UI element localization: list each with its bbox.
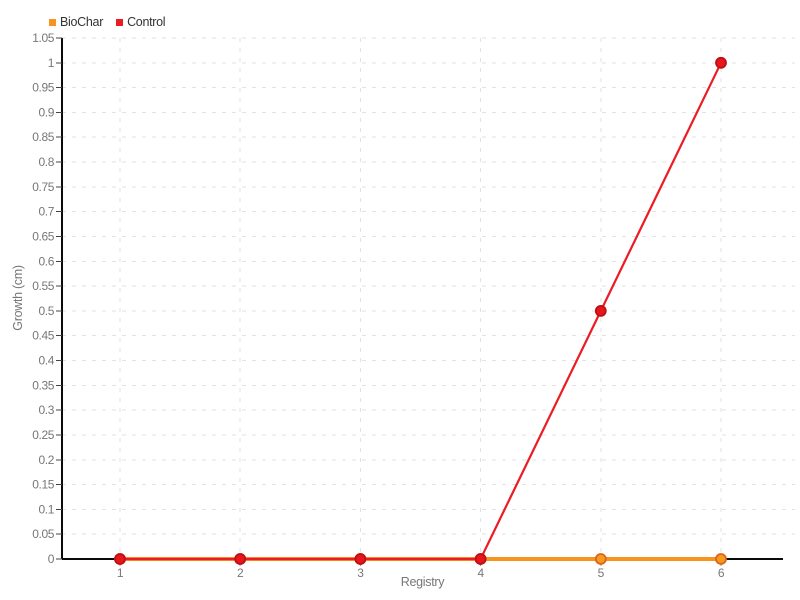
y-tick-label: 0.65 [32, 229, 54, 243]
y-axis-title: Growth (cm) [11, 265, 25, 331]
data-point-control-1 [114, 553, 126, 565]
series-line-control [118, 61, 723, 561]
y-tick-label: 0.05 [32, 527, 54, 541]
y-tick-label: 0.5 [39, 304, 55, 318]
legend: BioChar Control [49, 15, 166, 29]
data-point-control-6 [715, 56, 727, 69]
y-tick-label: 0.15 [32, 478, 54, 492]
y-tick-label: 0.25 [32, 428, 54, 442]
y-tick-label: 0.3 [39, 403, 55, 417]
data-point-control-2 [234, 553, 247, 565]
y-tick-label: 0.6 [39, 254, 55, 268]
y-tick-label: 1.05 [32, 31, 54, 45]
y-tick-label: 1 [48, 56, 55, 70]
data-point-control-3 [354, 553, 367, 565]
y-tick-label: 0.2 [39, 453, 55, 467]
legend-item-control[interactable]: Control [116, 15, 166, 29]
data-point-control-4 [474, 553, 487, 565]
y-tick-label: 0.55 [32, 279, 54, 293]
data-point-control-5 [594, 304, 607, 317]
y-tick-label: 0.75 [32, 180, 54, 194]
y-tick-label: 0.45 [32, 329, 54, 343]
y-tick-label: 0.35 [32, 378, 54, 392]
x-tick-label: 4 [477, 566, 484, 580]
y-tick-label: 0.4 [39, 354, 55, 368]
x-axis-title: Registry [401, 575, 445, 589]
x-tick-label: 1 [117, 566, 124, 580]
legend-label: BioChar [60, 15, 104, 29]
y-tick-label: 0.7 [39, 205, 55, 219]
y-tick-label: 0.8 [39, 155, 55, 169]
legend-item-biochar[interactable]: BioChar [49, 15, 103, 29]
x-tick-label: 3 [357, 566, 364, 580]
x-tick-label: 5 [598, 566, 605, 580]
legend-swatch-biochar [49, 18, 56, 26]
y-tick-label: 0.95 [32, 81, 54, 95]
x-tick-label: 6 [718, 566, 725, 580]
data-point-biochar-5 [594, 553, 607, 565]
y-tick-label: 0 [48, 552, 55, 566]
x-tick-label: 2 [237, 566, 244, 580]
legend-label: Control [127, 15, 166, 29]
data-point-biochar-6 [715, 553, 727, 565]
y-tick-label: 0.85 [32, 130, 54, 144]
legend-swatch-control [116, 18, 124, 26]
y-tick-label: 0.1 [39, 502, 55, 516]
y-tick-label: 0.9 [39, 105, 55, 119]
